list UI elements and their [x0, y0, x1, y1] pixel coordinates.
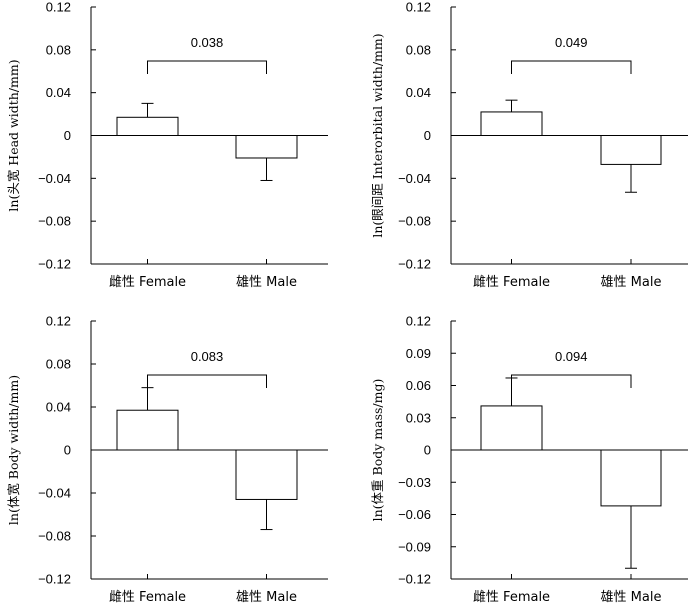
y-tick-label: 0.04 [46, 400, 71, 415]
chart-panel-4: 0.12 0.09 0.06 0.03 0 −0.03 −0.06 −0.09 −0.12 雌性 … [370, 314, 688, 605]
y-tick-label: 0.08 [46, 357, 71, 372]
bar-female [116, 116, 179, 136]
y-axis-label: ln(体重 Body mass/mg) [370, 379, 385, 522]
y-tick-label: −0.09 [398, 539, 431, 554]
y-tick-label: 0.12 [406, 0, 431, 15]
y-tick-label: −0.03 [398, 475, 431, 490]
bar-male [235, 135, 298, 159]
y-tick-label: −0.12 [38, 572, 71, 587]
p-value-label: 0.038 [191, 35, 224, 50]
x-category-label: 雄性 Male [236, 275, 297, 290]
bar-female [480, 405, 543, 451]
p-value-label: 0.094 [555, 349, 588, 364]
y-tick-label: 0 [424, 443, 431, 458]
y-tick-label: 0.08 [406, 42, 431, 57]
y-tick-label: −0.12 [38, 257, 71, 272]
y-axis-label: ln(体宽 Body width/mm) [6, 375, 21, 525]
bar-male [600, 449, 662, 507]
p-value-label: 0.083 [191, 349, 224, 364]
y-axis-label: ln(头宽 Head width/mm) [6, 59, 21, 211]
y-tick-label: −0.12 [398, 257, 431, 272]
y-tick-label: 0.06 [406, 378, 431, 393]
y-tick-label: 0 [64, 443, 71, 458]
y-tick-label: 0 [424, 128, 431, 143]
y-tick-label: −0.08 [38, 214, 71, 229]
y-tick-label: 0.04 [46, 85, 71, 100]
y-tick-label: −0.08 [398, 214, 431, 229]
significance-bracket [147, 374, 267, 388]
bar-male [600, 135, 662, 165]
x-category-label: 雄性 Male [601, 590, 662, 605]
significance-bracket [511, 60, 632, 74]
y-tick-label: 0.04 [406, 85, 431, 100]
chart-panel-3: 0.12 0.08 0.04 0 −0.04 −0.08 −0.12 雌性 Female 雄性 … [6, 314, 328, 605]
y-tick-label: 0.09 [406, 346, 431, 361]
x-category-label: 雄性 Male [601, 275, 662, 290]
y-tick-label: −0.06 [398, 507, 431, 522]
x-category-label: 雄性 Male [236, 590, 297, 605]
significance-bracket [147, 60, 267, 74]
chart-panel-2: 0.12 0.08 0.04 0 −0.04 −0.08 −0.12 雌性 Female 雄性 … [370, 0, 688, 290]
bar-male [235, 449, 298, 500]
x-category-label: 雌性 Female [473, 274, 550, 290]
p-value-label: 0.049 [555, 35, 588, 50]
y-tick-label: −0.04 [38, 171, 71, 186]
y-tick-label: −0.04 [398, 171, 431, 186]
significance-bracket [511, 374, 632, 388]
y-tick-label: 0 [64, 128, 71, 143]
bar-female [480, 111, 543, 136]
y-tick-label: 0.03 [406, 410, 431, 425]
bar-female [116, 409, 179, 451]
y-tick-label: −0.12 [398, 572, 431, 587]
y-tick-label: 0.08 [46, 42, 71, 57]
x-category-label: 雌性 Female [473, 589, 550, 605]
y-tick-label: 0.12 [406, 314, 431, 329]
chart-panel-1: 0.12 0.08 0.04 0 −0.04 −0.08 −0.12 雌性 Female 雄性 … [6, 0, 328, 290]
x-category-label: 雌性 Female [109, 274, 186, 290]
y-tick-label: 0.12 [46, 314, 71, 329]
y-axis-label: ln(眼间距 Interorbital width/mm) [370, 33, 385, 237]
y-tick-label: −0.08 [38, 529, 71, 544]
y-tick-label: 0.12 [46, 0, 71, 15]
x-category-label: 雌性 Female [109, 589, 186, 605]
y-tick-label: −0.04 [38, 486, 71, 501]
